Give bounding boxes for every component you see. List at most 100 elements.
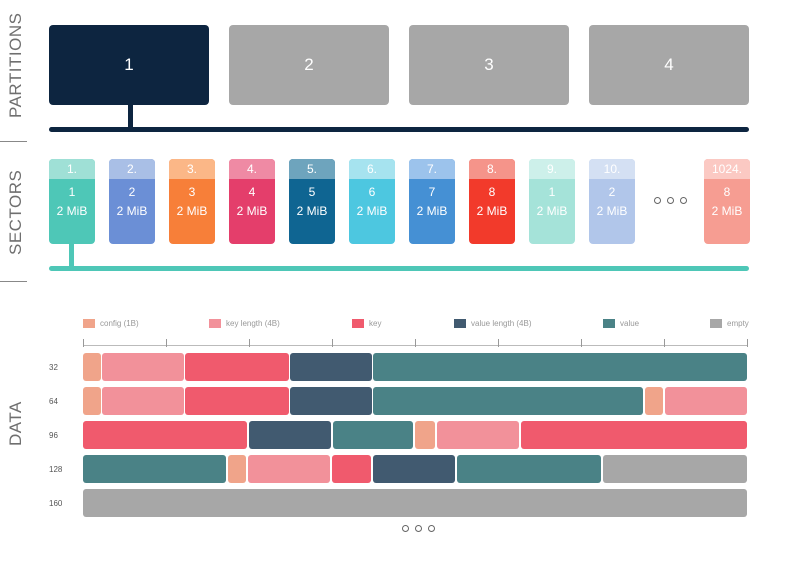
segment-value-length — [290, 387, 372, 415]
sector-size: 2 MiB — [296, 204, 328, 218]
segment-config — [415, 421, 435, 449]
data-section-label: DATA — [6, 401, 25, 446]
segment-value — [333, 421, 413, 449]
legend-label: key — [369, 319, 382, 328]
row-label: 32 — [49, 363, 58, 372]
axis-tick — [581, 339, 582, 347]
sector-index: 3. — [169, 159, 215, 179]
partitions-bus-line — [49, 127, 749, 132]
legend-item-empty: empty — [710, 319, 749, 328]
sector-size: 2 MiB — [56, 204, 88, 218]
segment-config — [83, 353, 101, 381]
axis-tick — [747, 339, 748, 347]
sector-connector — [69, 243, 74, 269]
row-label: 128 — [49, 465, 63, 474]
partition-label: 2 — [304, 55, 314, 74]
sector-index: 10. — [589, 159, 635, 179]
legend-item-value-length: value length (4B) — [454, 319, 531, 328]
sector-index: 6. — [349, 159, 395, 179]
axis-tick — [83, 339, 84, 347]
segment-config — [83, 387, 101, 415]
legend-label: config (1B) — [100, 319, 139, 328]
segment-value — [373, 353, 747, 381]
sector-size: 2 MiB — [236, 204, 268, 218]
sectors-bus-line — [49, 266, 749, 271]
sector-6: 6. 6 2 MiB — [349, 159, 395, 244]
sector-partition-number: 4 — [248, 185, 256, 199]
partition-label: 1 — [124, 55, 134, 74]
axis-tick — [249, 339, 250, 347]
segment-key — [332, 455, 371, 483]
legend-swatch — [603, 319, 615, 328]
legend-item-key-length: key length (4B) — [209, 319, 280, 328]
sector-index: 4. — [229, 159, 275, 179]
legend-swatch — [710, 319, 722, 328]
legend-label: empty — [727, 319, 749, 328]
legend-swatch — [209, 319, 221, 328]
sector-4: 4. 4 2 MiB — [229, 159, 275, 244]
partition-label: 4 — [664, 55, 674, 74]
sector-partition-number: 3 — [188, 185, 196, 199]
segment-key-length — [102, 353, 184, 381]
partition-2: 2 — [229, 25, 389, 105]
sector-8: 8. 8 2 MiB — [469, 159, 515, 244]
sector-index: 2. — [109, 159, 155, 179]
sector-size: 2 MiB — [416, 204, 448, 218]
row-label: 64 — [49, 397, 58, 406]
segment-value-length — [373, 455, 455, 483]
sector-partition-number: 1 — [548, 185, 556, 199]
sector-index: 8. — [469, 159, 515, 179]
sector-10: 10. 2 2 MiB — [589, 159, 635, 244]
legend-swatch — [83, 319, 95, 328]
sector-partition-number: 1 — [68, 185, 76, 199]
sector-size: 2 MiB — [711, 204, 743, 218]
sector-index: 1. — [49, 159, 95, 179]
sector-partition-number: 6 — [368, 185, 376, 199]
legend-item-value: value — [603, 319, 639, 328]
sectors-section-label: SECTORS — [6, 169, 25, 255]
sector-1024: 1024. 8 2 MiB — [704, 159, 750, 244]
sector-2: 2. 2 2 MiB — [109, 159, 155, 244]
segment-key-length — [665, 387, 747, 415]
partition-4: 4 — [589, 25, 749, 105]
segment-config — [228, 455, 246, 483]
segment-key — [83, 421, 247, 449]
sector-size: 2 MiB — [476, 204, 508, 218]
sector-index: 7. — [409, 159, 455, 179]
sector-size: 2 MiB — [356, 204, 388, 218]
segment-key-length — [102, 387, 184, 415]
segment-empty — [83, 489, 747, 517]
sector-index: 9. — [529, 159, 575, 179]
row-label: 160 — [49, 499, 63, 508]
legend-label: key length (4B) — [226, 319, 280, 328]
sector-index: 1024. — [704, 159, 750, 179]
sectors-ellipsis — [654, 197, 687, 204]
sector-size: 2 MiB — [596, 204, 628, 218]
sector-partition-number: 7 — [428, 185, 436, 199]
segment-value-length — [249, 421, 331, 449]
data-ellipsis — [402, 525, 435, 532]
sector-9: 9. 1 2 MiB — [529, 159, 575, 244]
segment-value — [457, 455, 601, 483]
sector-index: 5. — [289, 159, 335, 179]
sector-partition-number: 2 — [608, 185, 616, 199]
legend-item-key: key — [352, 319, 381, 328]
sector-size: 2 MiB — [536, 204, 568, 218]
axis-tick — [664, 339, 665, 347]
segment-key-length — [437, 421, 519, 449]
legend-swatch — [352, 319, 364, 328]
row-label: 96 — [49, 431, 58, 440]
sector-7: 7. 7 2 MiB — [409, 159, 455, 244]
section-divider — [0, 281, 27, 282]
sector-size: 2 MiB — [116, 204, 148, 218]
sector-1: 1. 1 2 MiB — [49, 159, 95, 244]
segment-key-length — [248, 455, 330, 483]
partition-label: 3 — [484, 55, 494, 74]
sector-5: 5. 5 2 MiB — [289, 159, 335, 244]
axis-tick — [415, 339, 416, 347]
segment-value-length — [290, 353, 372, 381]
axis-tick — [332, 339, 333, 347]
partitions-section-label: PARTITIONS — [6, 12, 25, 118]
sector-size: 2 MiB — [176, 204, 208, 218]
sector-3: 3. 3 2 MiB — [169, 159, 215, 244]
